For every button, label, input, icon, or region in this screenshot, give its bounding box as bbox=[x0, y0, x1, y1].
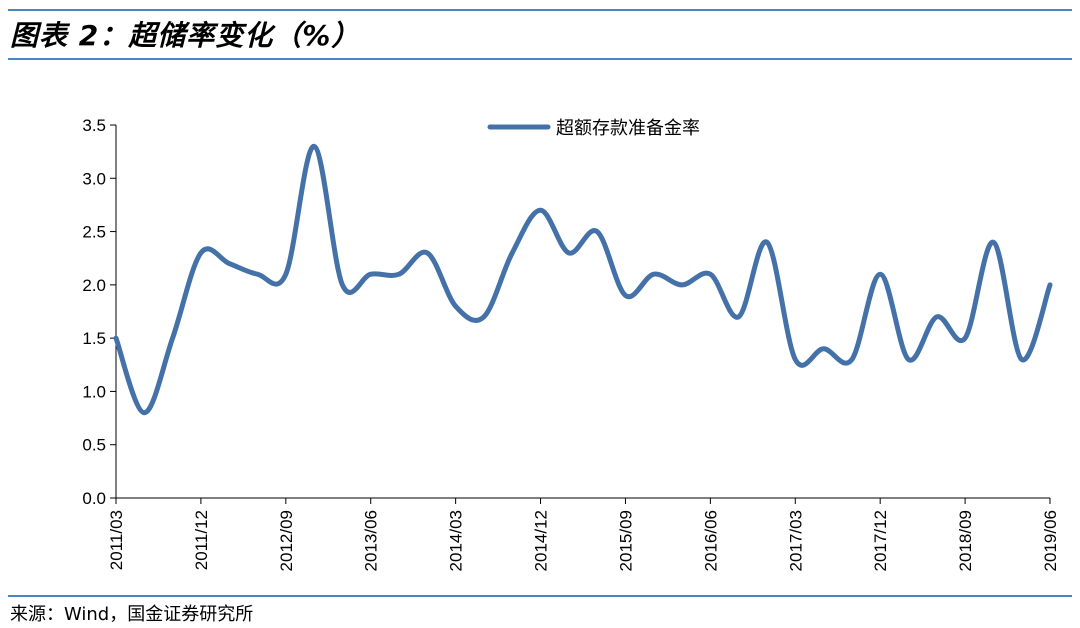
x-tick-label: 2017/12 bbox=[871, 510, 890, 571]
source-rule bbox=[8, 595, 1072, 597]
title-rule bbox=[8, 58, 1072, 60]
x-tick-label: 2015/09 bbox=[616, 510, 635, 571]
line-chart: 0.0 0.5 1.0 1.5 2.0 2.5 3.0 3.5 2011/03 2011/12 20… bbox=[82, 116, 1060, 571]
x-tick-label: 2013/06 bbox=[362, 510, 381, 571]
y-tick-label: 0.0 bbox=[82, 489, 106, 508]
y-tick-label: 1.0 bbox=[82, 382, 106, 401]
x-tick-label: 2016/06 bbox=[701, 510, 720, 571]
x-tick-label: 2012/09 bbox=[277, 510, 296, 571]
chart-title: 图表 2：超储率变化（%） bbox=[10, 19, 361, 52]
x-tick-label: 2011/03 bbox=[107, 510, 126, 570]
y-tick-label: 1.5 bbox=[82, 329, 106, 348]
x-tick-label: 2014/03 bbox=[447, 510, 466, 571]
y-tick-label: 2.0 bbox=[82, 276, 106, 295]
x-tick-label: 2014/12 bbox=[532, 510, 551, 571]
x-tick-label: 2019/06 bbox=[1041, 510, 1060, 571]
series-line-excess-reserve-ratio bbox=[113, 143, 1053, 416]
x-tick-label: 2017/03 bbox=[786, 510, 805, 571]
x-tick-label: 2018/09 bbox=[956, 510, 975, 571]
top-rule bbox=[8, 9, 1072, 11]
y-tick-label: 3.5 bbox=[82, 116, 106, 135]
y-tick-label: 3.0 bbox=[82, 169, 106, 188]
y-tick-label: 2.5 bbox=[82, 223, 106, 242]
source-note: 来源：Wind，国金证券研究所 bbox=[10, 604, 254, 625]
x-tick-label: 2011/12 bbox=[192, 510, 211, 570]
legend-label: 超额存款准备金率 bbox=[556, 118, 700, 138]
y-tick-label: 0.5 bbox=[82, 436, 106, 455]
